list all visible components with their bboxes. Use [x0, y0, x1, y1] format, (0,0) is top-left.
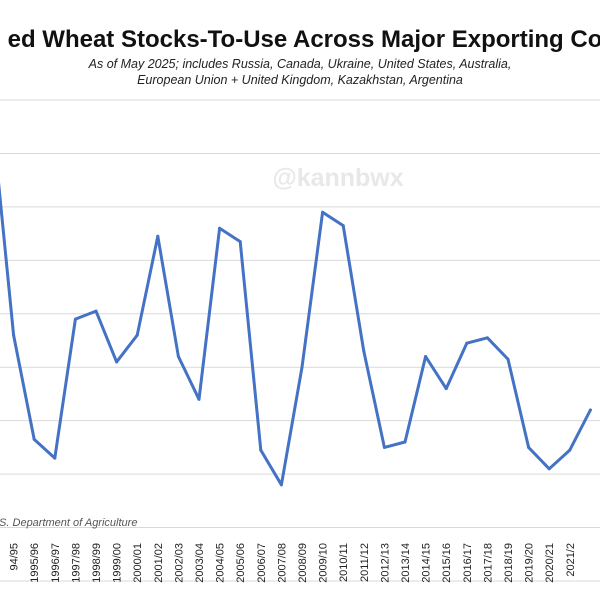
series-points [12, 210, 592, 487]
data-point [156, 234, 160, 238]
x-tick-label: 2002/03 [173, 543, 185, 583]
data-point [485, 336, 489, 340]
x-tick-label: 2006/07 [256, 543, 268, 583]
chart-subtitle-line-1: As of May 2025; includes Russia, Canada,… [88, 57, 512, 71]
data-point [362, 349, 366, 353]
chart-subtitle-line-2: European Union + United Kingdom, Kazakhs… [137, 73, 463, 87]
x-tick-label: 1997/98 [70, 543, 82, 583]
data-point [176, 355, 180, 359]
x-tick-label: 2021/2 [565, 543, 577, 577]
data-point [238, 240, 242, 244]
x-tick-label: 2019/20 [524, 543, 536, 583]
x-tick-label: 2008/09 [297, 543, 309, 583]
x-tick-label: 1995/96 [29, 543, 41, 583]
x-tick-label: 2016/17 [462, 543, 474, 583]
data-point [568, 448, 572, 452]
x-tick-label: 2017/18 [482, 543, 494, 583]
x-tick-label: 2018/19 [503, 543, 515, 583]
x-tick-label: 2004/05 [215, 543, 227, 583]
x-tick-label: 2014/15 [421, 543, 433, 583]
data-point [259, 448, 263, 452]
data-point [32, 437, 36, 441]
x-tick-label: 2013/14 [400, 543, 412, 583]
x-tick-label: 2007/08 [276, 543, 288, 583]
x-tick-label: 1998/99 [91, 543, 103, 583]
data-point [115, 360, 119, 364]
data-point [547, 467, 551, 471]
watermark-text: @kannbwx [272, 164, 403, 192]
chart-title: ed Wheat Stocks-To-Use Across Major Expo… [7, 26, 600, 53]
data-point [12, 333, 16, 337]
data-point [527, 445, 531, 449]
source-note: .S. Department of Agriculture [0, 517, 137, 529]
data-point [465, 341, 469, 345]
data-point [94, 309, 98, 313]
x-tick-label: 2000/01 [132, 543, 144, 583]
x-tick-label: 2011/12 [359, 543, 371, 582]
x-tick-label: 2003/04 [194, 543, 206, 583]
x-tick-label: 2020/21 [544, 543, 556, 583]
data-point [135, 333, 139, 337]
x-tick-label: 2015/16 [441, 543, 453, 583]
x-tick-label: 1996/97 [50, 543, 62, 583]
data-point [444, 387, 448, 391]
x-axis-ticks: 94/95 1995/96 1996/97 1997/98 1998/99 1999/00… [9, 543, 577, 583]
x-tick-label: 2001/02 [153, 543, 165, 583]
x-tick-label: 2005/06 [235, 543, 247, 583]
data-point [53, 456, 57, 460]
data-point [506, 357, 510, 361]
data-point [321, 210, 325, 214]
series-line [0, 182, 592, 487]
data-point [279, 483, 283, 487]
data-point [73, 317, 77, 321]
data-point [588, 408, 592, 412]
data-point [424, 355, 428, 359]
x-tick-label: 2009/10 [318, 543, 330, 583]
data-point [300, 365, 304, 369]
data-point [197, 397, 201, 401]
data-point [218, 226, 222, 230]
x-tick-label: 94/95 [9, 543, 21, 571]
data-point [382, 445, 386, 449]
x-tick-label: 2012/13 [379, 543, 391, 583]
x-tick-label: 1999/00 [112, 543, 124, 583]
data-point [341, 224, 345, 228]
data-point [403, 440, 407, 444]
x-tick-label: 2010/11 [338, 543, 350, 582]
